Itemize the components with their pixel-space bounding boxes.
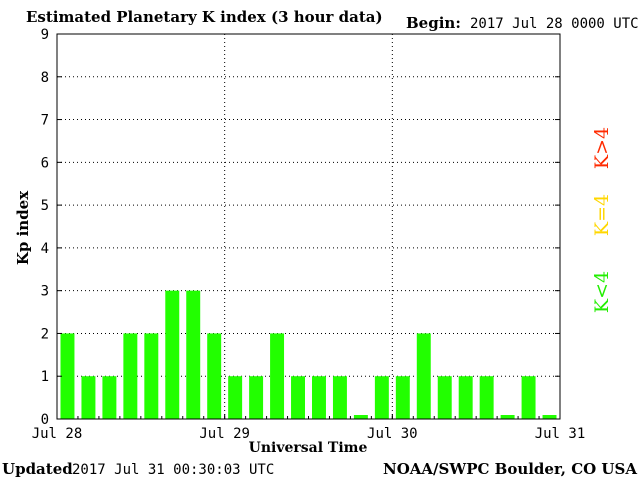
- kp-bar: [123, 333, 138, 419]
- kp-bar: [542, 415, 557, 419]
- kp-bar: [374, 376, 389, 419]
- y-tick-label: 8: [41, 70, 49, 86]
- kp-bar: [207, 333, 222, 419]
- kp-bar: [249, 376, 264, 419]
- kp-bar: [102, 376, 117, 419]
- y-tick-label: 9: [41, 27, 49, 43]
- kp-bar: [186, 290, 201, 419]
- kp-bar: [81, 376, 96, 419]
- legend-k-less-4: K<4: [591, 271, 613, 313]
- grid-lines: [57, 34, 560, 419]
- kp-bar: [165, 290, 180, 419]
- kp-bar: [291, 376, 305, 419]
- chart-title: Estimated Planetary K index (3 hour data…: [26, 8, 383, 26]
- y-tick-label: 6: [41, 155, 49, 171]
- y-tick-label: 5: [41, 198, 49, 214]
- kp-bar: [353, 415, 368, 419]
- y-axis-ticks: 0 1 2 3 4 5 6 7 8 9: [41, 27, 560, 428]
- kp-bar: [60, 333, 75, 419]
- y-tick-label: 0: [41, 412, 49, 428]
- kp-bar: [144, 333, 159, 419]
- begin-value: 2017 Jul 28 0000 UTC: [470, 16, 639, 32]
- x-axis-ticks: Jul 28 Jul 29 Jul 30 Jul 31: [32, 414, 586, 442]
- x-tick-label: Jul 28: [32, 426, 83, 442]
- x-tick-label: Jul 31: [535, 426, 586, 442]
- kp-bar: [416, 333, 431, 419]
- x-tick-label: Jul 29: [199, 426, 250, 442]
- legend-k-greater-4: K>4: [591, 127, 613, 169]
- kp-bar: [228, 376, 243, 419]
- x-axis-label: Universal Time: [249, 440, 368, 456]
- y-tick-label: 4: [41, 241, 49, 257]
- kp-bar: [332, 376, 347, 419]
- kp-bar: [458, 376, 473, 419]
- updated-value: 2017 Jul 31 00:30:03 UTC: [72, 462, 274, 478]
- kp-bar: [479, 376, 494, 419]
- kp-bar: [500, 415, 515, 419]
- credit-text: NOAA/SWPC Boulder, CO USA: [383, 460, 637, 478]
- begin-label: Begin:: [406, 14, 461, 32]
- y-tick-label: 2: [41, 326, 49, 342]
- updated-label: Updated: [2, 460, 73, 478]
- kp-bar: [437, 376, 452, 419]
- x-tick-label: Jul 30: [367, 426, 418, 442]
- y-tick-label: 1: [41, 369, 49, 385]
- kp-bar: [521, 376, 536, 419]
- kp-bar: [312, 376, 326, 419]
- legend-k-equal-4: K=4: [591, 194, 613, 236]
- y-tick-label: 7: [41, 113, 49, 129]
- bars: [60, 290, 557, 419]
- kp-bar: [270, 333, 285, 419]
- y-tick-label: 3: [41, 284, 49, 300]
- kp-bar: [395, 376, 410, 419]
- y-axis-label: Kp index: [14, 190, 32, 265]
